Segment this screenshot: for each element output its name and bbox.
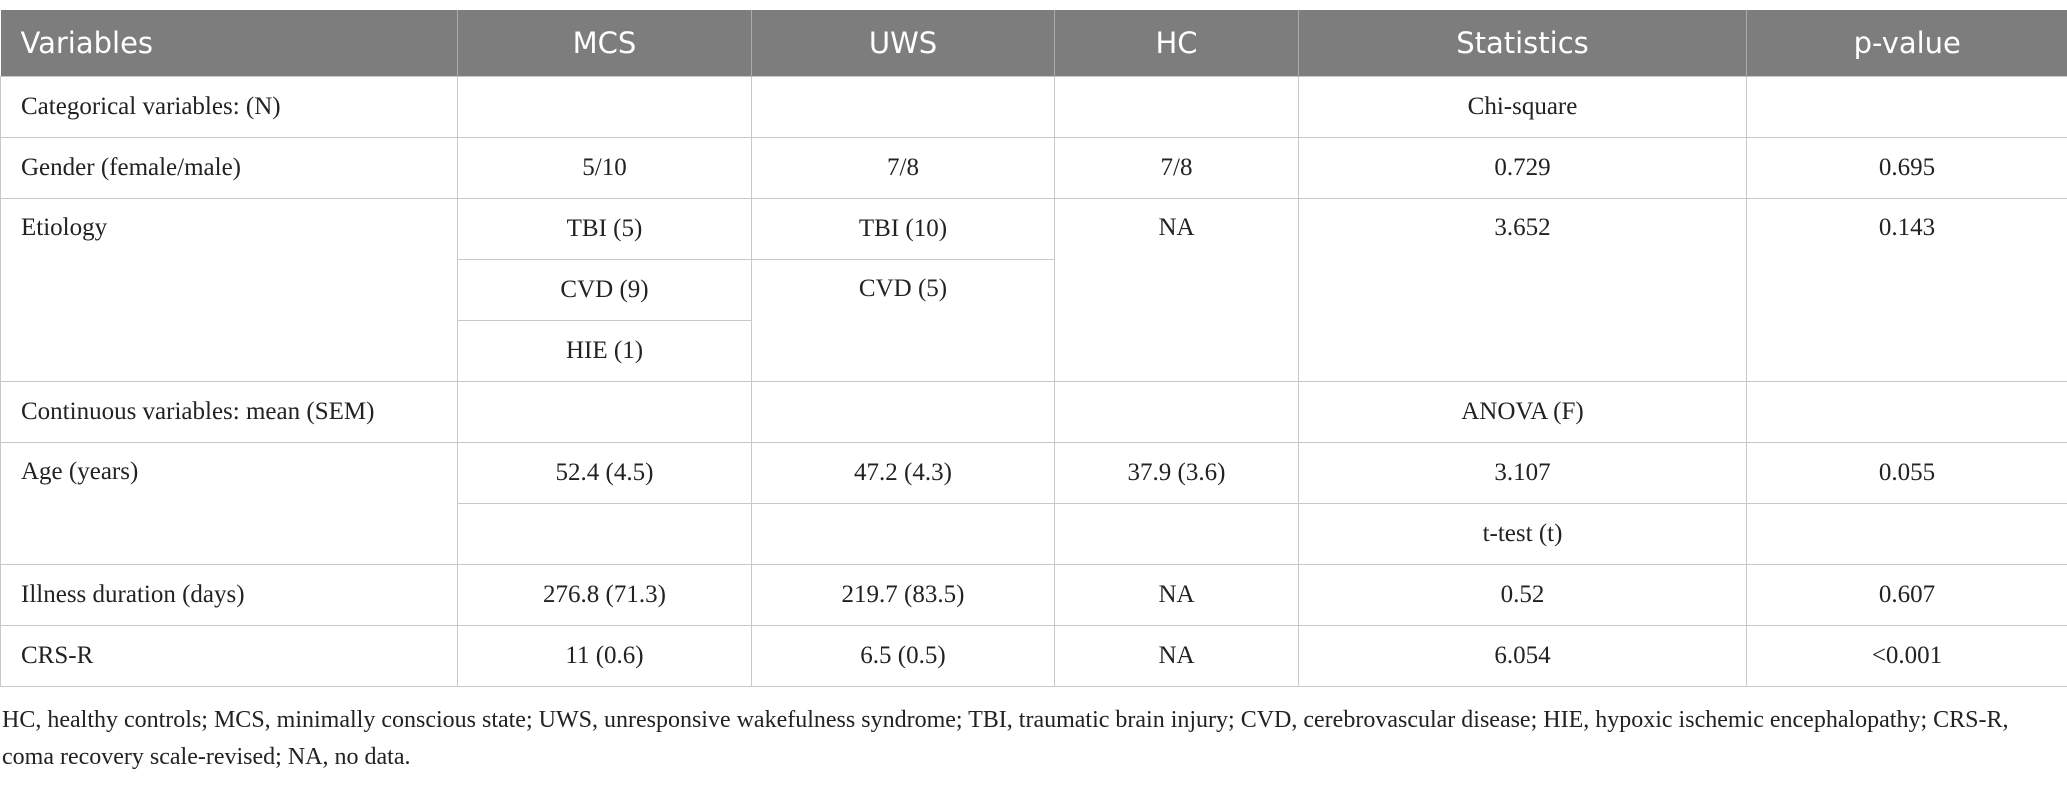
cell: 7/8	[1054, 137, 1299, 199]
cell: NA	[1054, 625, 1299, 687]
cell: 11 (0.6)	[457, 625, 752, 687]
header-cell: Statistics	[1298, 10, 1747, 77]
cell: 0.055	[1746, 442, 2067, 504]
header-cell: p-value	[1746, 10, 2067, 77]
cell	[751, 503, 1055, 565]
cell: TBI (5)	[457, 198, 752, 260]
row: Age (years) 52.4 (4.5) 47.2 (4.3) 37.9 (3.6…	[0, 442, 2067, 565]
cell	[751, 76, 1055, 138]
cell: 52.4 (4.5)	[457, 442, 752, 504]
cell: 0.729	[1298, 137, 1747, 199]
row: Gender (female/male) 5/10 7/8 7/8 0.729 0.695	[0, 137, 2067, 199]
cell: 0.143	[1746, 198, 2067, 382]
cell	[1054, 381, 1299, 443]
cell	[457, 381, 752, 443]
header-cell: Variables	[0, 10, 458, 77]
cell	[1054, 503, 1299, 565]
header-cell: HC	[1054, 10, 1299, 77]
cell: Gender (female/male)	[0, 137, 458, 199]
cell: NA	[1054, 198, 1299, 382]
row: HIE (1)	[1, 320, 2067, 382]
cell: 0.52	[1298, 564, 1747, 626]
cell: 276.8 (71.3)	[457, 564, 752, 626]
cell: 6.054	[1298, 625, 1747, 687]
cell	[1746, 381, 2067, 443]
header-row: Variables MCS UWS HC Statistics p-value	[0, 10, 2067, 77]
cell: 3.107	[1298, 442, 1747, 504]
cell	[1746, 76, 2067, 138]
cell: t-test (t)	[1298, 503, 1747, 565]
data-table: Variables MCS UWS HC Statistics p-value …	[0, 10, 2067, 687]
cell: <0.001	[1746, 625, 2067, 687]
cell	[751, 381, 1055, 443]
cell: Age (years)	[0, 442, 458, 565]
row: Illness duration (days) 276.8 (71.3) 219.7…	[0, 564, 2067, 626]
cell: 6.5 (0.5)	[751, 625, 1055, 687]
cell: 0.607	[1746, 564, 2067, 626]
cell: TBI (10)	[751, 198, 1055, 260]
row: CVD (9) CVD (5)	[1, 259, 2067, 382]
header-cell: UWS	[751, 10, 1055, 77]
cell: 47.2 (4.3)	[751, 442, 1055, 504]
header-cell: MCS	[457, 10, 752, 77]
row: Etiology TBI (5) TBI (10) NA 3.652 0.143	[0, 198, 2067, 382]
cell: CVD (5)	[751, 259, 1055, 382]
cell: 219.7 (83.5)	[751, 564, 1055, 626]
cell: Etiology	[0, 198, 458, 382]
cell: 37.9 (3.6)	[1054, 442, 1299, 504]
cell: ANOVA (F)	[1298, 381, 1747, 443]
cell: CVD (9)	[457, 259, 752, 321]
cell: HIE (1)	[457, 320, 752, 382]
table-container: Variables MCS UWS HC Statistics p-value …	[0, 10, 2067, 687]
row: Categorical variables: (N) Chi-square	[0, 76, 2067, 138]
cell: 3.652	[1298, 198, 1747, 382]
row: Continuous variables: mean (SEM) ANOVA (…	[0, 381, 2067, 443]
cell: CRS-R	[0, 625, 458, 687]
cell	[1054, 76, 1299, 138]
cell: 5/10	[457, 137, 752, 199]
footnote: HC, healthy controls; MCS, minimally con…	[2, 707, 2009, 770]
cell: Categorical variables: (N)	[0, 76, 458, 138]
cell: Illness duration (days)	[0, 564, 458, 626]
cell: Continuous variables: mean (SEM)	[0, 381, 458, 443]
row: CRS-R 11 (0.6) 6.5 (0.5) NA 6.054 <0.001	[0, 625, 2067, 687]
cell: Chi-square	[1298, 76, 1747, 138]
cell	[457, 503, 752, 565]
cell	[457, 76, 752, 138]
cell	[1746, 503, 2067, 565]
cell: NA	[1054, 564, 1299, 626]
cell: 7/8	[751, 137, 1055, 199]
cell: 0.695	[1746, 137, 2067, 199]
